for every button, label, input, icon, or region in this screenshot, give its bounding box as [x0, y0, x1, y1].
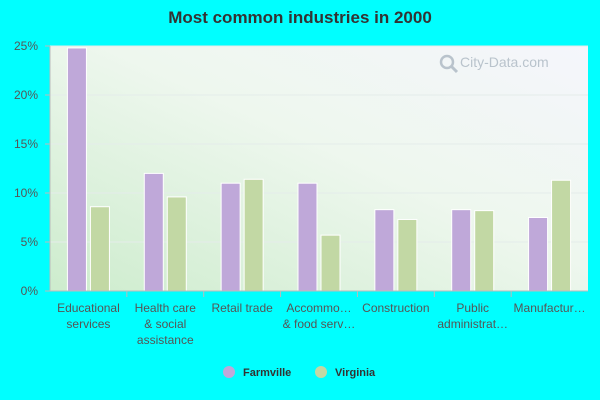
x-tick-label: Public — [456, 301, 489, 315]
legend: Farmville Virginia — [223, 366, 376, 379]
x-tick-label: services — [66, 317, 110, 331]
bar-farmville — [374, 209, 395, 292]
x-tick-label: & social — [144, 317, 186, 331]
magnifier-icon — [439, 54, 459, 74]
legend-label-farmville: Farmville — [243, 367, 291, 379]
x-tick-label: & food serv… — [283, 317, 356, 331]
x-tick-label: administrat… — [437, 317, 508, 331]
bar-farmville — [528, 217, 549, 292]
bar-farmville — [297, 182, 318, 292]
x-tick-label: Accommo… — [286, 301, 351, 315]
y-tick-label: 15% — [14, 137, 38, 151]
x-tick-label: Educational — [57, 301, 120, 315]
bar-virginia — [320, 234, 341, 292]
bar-virginia — [397, 218, 418, 292]
bar-virginia — [89, 206, 110, 292]
x-tick-label: Manufactur… — [514, 301, 586, 315]
bar-virginia — [243, 178, 264, 292]
bar-farmville — [451, 209, 472, 292]
y-tick-label: 20% — [14, 88, 38, 102]
y-tick-label: 0% — [21, 284, 39, 298]
bar-farmville — [220, 182, 241, 292]
x-tick-label: Retail trade — [211, 301, 273, 315]
bar-virginia — [551, 179, 572, 292]
y-tick-label: 10% — [14, 186, 38, 200]
watermark: City-Data.com — [439, 54, 549, 74]
legend-swatch-virginia — [315, 366, 327, 378]
y-tick-label: 5% — [21, 235, 39, 249]
y-tick-label: 25% — [14, 39, 38, 53]
legend-label-virginia: Virginia — [335, 367, 376, 379]
x-tick-label: Health care — [135, 301, 197, 315]
bar-farmville — [143, 172, 164, 292]
bar-farmville — [66, 47, 87, 292]
plot-area — [50, 46, 588, 291]
chart-title: Most common industries in 2000 — [168, 8, 432, 27]
bar-virginia — [166, 196, 187, 292]
watermark-text: City-Data.com — [460, 54, 549, 70]
bar-virginia — [474, 210, 495, 292]
x-tick-label: Construction — [362, 301, 429, 315]
x-tick-label: assistance — [137, 333, 194, 347]
legend-swatch-farmville — [223, 366, 235, 378]
